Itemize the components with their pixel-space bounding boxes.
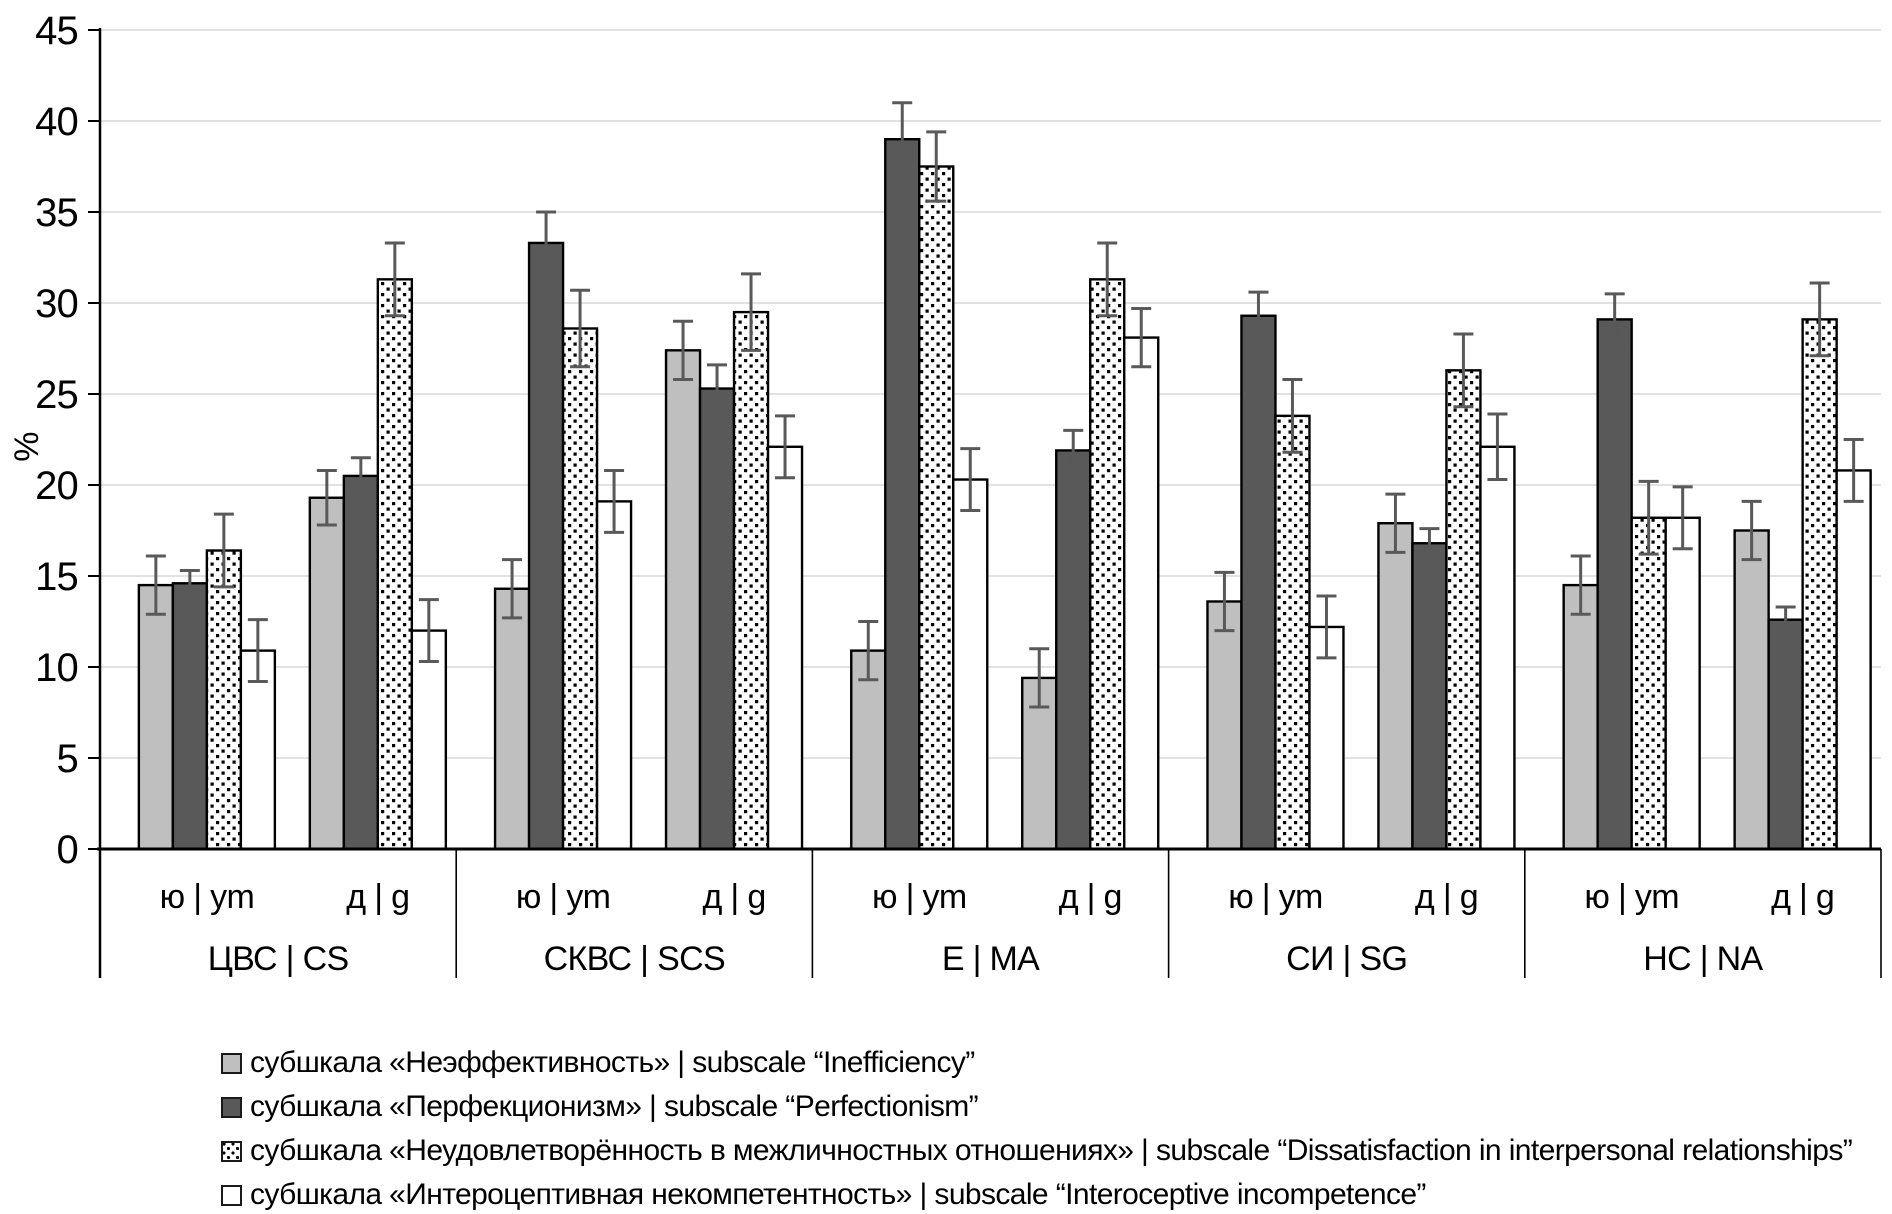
- y-tick-label: 0: [57, 828, 78, 872]
- bar: [1479, 445, 1516, 851]
- x-subgroup-label: ю | ym: [872, 878, 966, 916]
- bar: [952, 478, 989, 851]
- bars-layer: [137, 137, 1872, 851]
- y-tick-label: 5: [57, 737, 78, 781]
- x-group-label: ЦВС | CS: [208, 940, 349, 978]
- y-tick-label: 30: [35, 282, 78, 326]
- bar: [1835, 469, 1872, 851]
- x-subgroup-label: д | g: [702, 878, 765, 916]
- bar: [1445, 369, 1482, 851]
- bar: [493, 587, 531, 851]
- bar: [732, 310, 770, 851]
- x-group-label: НС | NA: [1643, 940, 1763, 978]
- x-subgroup-label: ю | ym: [1228, 878, 1322, 916]
- legend-label: субшкала «Интероцептивная некомпетентнос…: [250, 1178, 1426, 1211]
- bar: [1767, 618, 1804, 851]
- y-tick-label: 20: [35, 464, 78, 508]
- x-subgroup-label: ю | ym: [1584, 878, 1678, 916]
- x-subgroup-label: д | g: [1771, 878, 1834, 916]
- x-group-label: СКВС | SCS: [544, 940, 725, 978]
- bar: [1562, 583, 1599, 851]
- x-subgroup-label: д | g: [1415, 878, 1478, 916]
- bar: [410, 629, 448, 851]
- bar: [595, 500, 633, 851]
- legend-label: субшкала «Неудовлетворённость в межлично…: [250, 1134, 1853, 1167]
- bar: [1274, 414, 1311, 851]
- bar: [884, 137, 921, 851]
- legend-item: субшкала «Перфекционизм» | subscale “Per…: [221, 1085, 1852, 1129]
- legend-item: субшкала «Неэффективность» | subscale “I…: [221, 1041, 1852, 1085]
- y-tick-label: 25: [35, 373, 78, 417]
- y-tick-label: 35: [35, 191, 78, 235]
- bar: [918, 165, 955, 851]
- bar: [137, 583, 175, 851]
- error-bars-layer: [145, 101, 1864, 709]
- bar: [1733, 529, 1770, 851]
- bar: [1240, 314, 1277, 851]
- legend-item: субшкала «Неудовлетворённость в межлично…: [221, 1129, 1853, 1173]
- bar: [1308, 625, 1345, 851]
- legend-item: субшкала «Интероцептивная некомпетентнос…: [221, 1173, 1852, 1214]
- bar: [527, 241, 565, 851]
- bar: [1630, 516, 1667, 851]
- axes-layer: [88, 28, 1882, 978]
- bar: [342, 474, 380, 851]
- y-tick-label: 15: [35, 555, 78, 599]
- bar: [1377, 522, 1414, 851]
- x-subgroup-label: ю | ym: [160, 878, 254, 916]
- bar: [698, 387, 736, 851]
- bar: [1123, 336, 1160, 851]
- x-subgroup-label: ю | ym: [516, 878, 610, 916]
- bar: [1596, 318, 1633, 851]
- bar: [1206, 600, 1243, 851]
- bar: [1801, 318, 1838, 851]
- legend-swatch-solid-icon: [221, 1052, 242, 1074]
- legend: субшкала «Неэффективность» | subscale “I…: [221, 1041, 1853, 1214]
- bar: [1664, 516, 1701, 851]
- axis-labels-layer: 0 5 10 15 20 25 30 35 40 45 ю | ym д | g ЦВС | CS ю |…: [35, 9, 1835, 978]
- bar: [766, 445, 804, 851]
- bar: [308, 496, 346, 851]
- y-tick-label: 10: [35, 646, 78, 690]
- bar: [205, 549, 243, 851]
- bar: [1089, 278, 1126, 851]
- x-subgroup-label: д | g: [1059, 878, 1122, 916]
- legend-swatch-dotted-icon: [221, 1140, 242, 1162]
- x-subgroup-label: д | g: [346, 878, 409, 916]
- legend-label: субшкала «Перфекционизм» | subscale “Per…: [250, 1090, 979, 1123]
- legend-swatch-solid-icon: [221, 1184, 242, 1206]
- x-group-label: Е | МА: [942, 940, 1040, 978]
- y-tick-label: 45: [35, 9, 78, 53]
- y-tick-label: 40: [35, 100, 78, 144]
- bar: [376, 278, 414, 851]
- bar: [1411, 542, 1448, 851]
- bar: [1055, 449, 1092, 851]
- legend-swatch-solid-icon: [221, 1096, 242, 1118]
- bar: [171, 582, 209, 851]
- y-axis-title: %: [8, 432, 46, 462]
- legend-label: субшкала «Неэффективность» | subscale “I…: [250, 1046, 975, 1079]
- bar: [561, 327, 599, 851]
- bar: [664, 349, 702, 851]
- x-group-label: СИ | SG: [1286, 940, 1407, 978]
